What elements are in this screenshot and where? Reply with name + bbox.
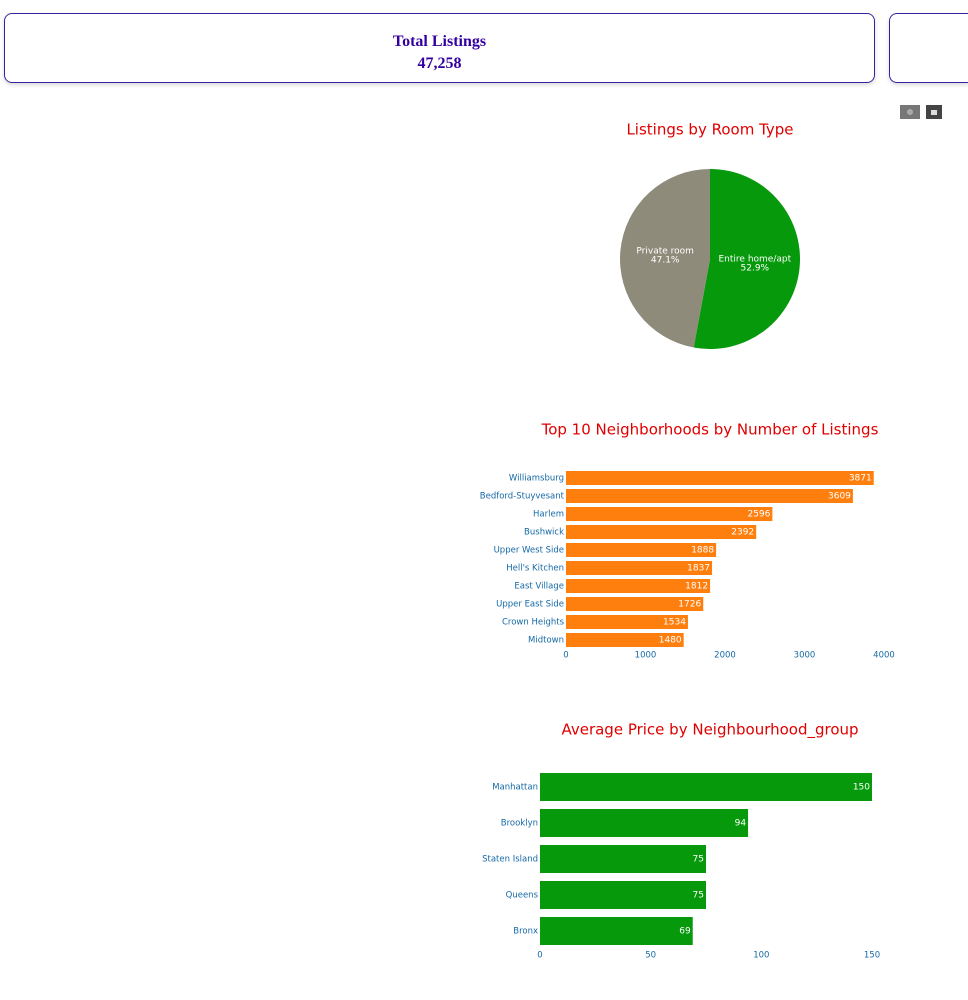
card-title: Total Listings (392, 33, 487, 50)
stat-card: Total Listings 47,258 (4, 13, 875, 83)
plotly-logo-icon (931, 110, 937, 115)
bar-value-label: 1837 (687, 564, 710, 574)
chart-title: Average Price by Neighbourhood_group (561, 721, 858, 740)
x-tick-label: 50 (645, 951, 656, 961)
x-tick-label: 0 (537, 951, 542, 961)
bar (566, 471, 874, 485)
y-tick-label: Bushwick (524, 528, 564, 538)
bar (566, 507, 773, 521)
bar (540, 773, 872, 801)
bar (540, 809, 749, 837)
card-value: 47,258 (417, 55, 462, 72)
bar-value-label: 1888 (691, 546, 714, 556)
slice-label: Private room (636, 246, 694, 256)
camera-icon (907, 109, 913, 115)
bar-value-label: 150 (853, 783, 870, 793)
bar-value-label: 2392 (731, 528, 754, 538)
y-tick-label: Crown Heights (502, 618, 565, 628)
x-tick-label: 2000 (714, 651, 736, 661)
y-tick-label: Harlem (533, 510, 564, 520)
x-tick-label: 0 (563, 651, 568, 661)
x-tick-label: 4000 (873, 651, 895, 661)
y-tick-label: Queens (506, 891, 539, 901)
chart-title: Listings by Room Type (626, 121, 793, 139)
bar (566, 561, 713, 575)
x-tick-label: 100 (753, 951, 769, 961)
bar-value-label: 1534 (663, 618, 686, 628)
pie-slice (693, 169, 800, 349)
bar-value-label: 3609 (828, 492, 851, 502)
y-tick-label: Bedford-Stuyvesant (480, 492, 565, 502)
y-tick-label: Upper West Side (494, 546, 564, 556)
x-tick-label: 3000 (794, 651, 816, 661)
x-tick-label: 1000 (635, 651, 657, 661)
slice-percent: 52.9% (741, 264, 770, 274)
bar-value-label: 1812 (685, 582, 708, 592)
bar (540, 845, 706, 873)
y-tick-label: Upper East Side (496, 600, 564, 610)
y-tick-label: Staten Island (482, 855, 538, 865)
bar-value-label: 1480 (659, 636, 682, 646)
bar-value-label: 75 (693, 891, 704, 901)
bar-value-label: 94 (735, 819, 747, 829)
y-tick-label: Bronx (513, 927, 538, 937)
pie-slice (620, 169, 710, 348)
chart-title: Top 10 Neighborhoods by Number of Listin… (541, 421, 879, 439)
bar (566, 579, 711, 593)
y-tick-label: Williamsburg (509, 474, 564, 484)
bar (566, 489, 853, 503)
bar (566, 525, 757, 539)
bar-value-label: 69 (679, 927, 691, 937)
slice-percent: 47.1% (651, 255, 680, 265)
bar (540, 917, 693, 945)
y-tick-label: Manhattan (492, 783, 538, 793)
bar-value-label: 3871 (849, 474, 872, 484)
slice-label: Entire home/apt (719, 255, 792, 265)
bar (566, 543, 717, 557)
bar (540, 881, 706, 909)
bar-value-label: 75 (693, 855, 704, 865)
bar (566, 633, 684, 647)
bar-value-label: 1726 (678, 600, 701, 610)
stat-card (889, 13, 968, 83)
y-tick-label: East Village (514, 582, 564, 592)
bar (566, 615, 688, 629)
y-tick-label: Brooklyn (501, 819, 538, 829)
x-tick-label: 150 (864, 951, 880, 961)
y-tick-label: Hell's Kitchen (506, 564, 564, 574)
bar (566, 597, 704, 611)
bar-value-label: 2596 (747, 510, 770, 520)
y-tick-label: Midtown (528, 636, 564, 646)
